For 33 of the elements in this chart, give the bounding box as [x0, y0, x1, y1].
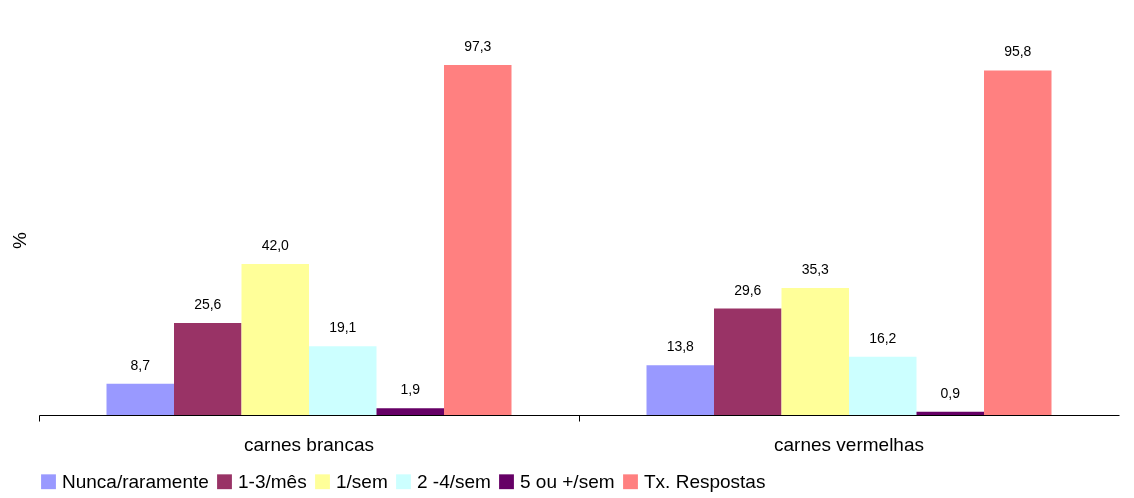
bar [174, 322, 242, 415]
data-label: 95,8 [1004, 43, 1032, 60]
data-label: 0,9 [940, 384, 961, 401]
bar [714, 308, 782, 415]
bar [984, 70, 1052, 415]
bar [916, 411, 984, 415]
data-label: 35,3 [801, 261, 830, 278]
legend-label: 2 -4/sem [417, 470, 491, 492]
x-tick-label: carnes vermelhas [774, 433, 924, 455]
bar [376, 408, 444, 415]
data-label: 29,6 [734, 281, 762, 298]
data-label: 42,0 [261, 236, 290, 253]
data-label: 1,9 [400, 381, 421, 398]
data-label: 19,1 [329, 319, 357, 336]
data-label: 25,6 [194, 295, 222, 312]
bar [241, 263, 309, 415]
bar [106, 383, 174, 415]
legend-label: Nunca/raramente [62, 470, 209, 492]
data-label: 13,8 [666, 338, 695, 355]
y-axis-title: % [8, 231, 30, 249]
bar [781, 288, 849, 415]
bar [646, 365, 714, 415]
legend-label: 5 ou +/sem [520, 470, 615, 492]
data-label: 8,7 [130, 356, 151, 373]
x-tick-label: carnes brancas [244, 433, 374, 455]
legend-label: 1-3/mês [238, 470, 307, 492]
data-label: 97,3 [464, 38, 492, 54]
bar [444, 65, 512, 415]
bar [849, 356, 917, 415]
legend-label: 1/sem [336, 470, 388, 492]
legend-label: Tx. Respostas [644, 470, 766, 492]
data-label: 16,2 [869, 329, 897, 346]
bar [309, 346, 377, 415]
